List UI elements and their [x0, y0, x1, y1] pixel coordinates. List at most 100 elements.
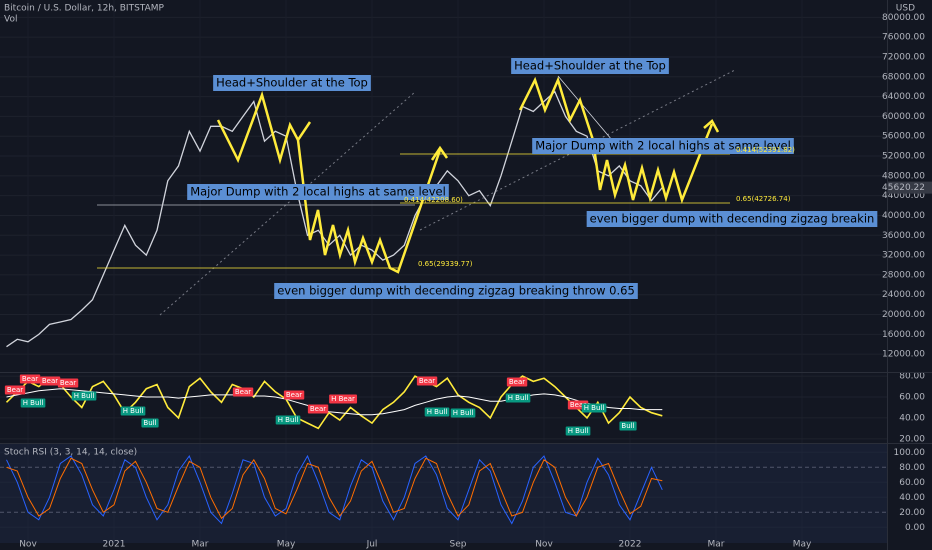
annotation-box: [187, 184, 449, 200]
signal-box: [275, 415, 301, 425]
signal-label: Bear: [7, 386, 23, 394]
annotation-box: [586, 211, 878, 227]
signal-box: [120, 406, 146, 416]
x-tick-label: Mar: [708, 540, 725, 550]
annotation-box: [274, 283, 638, 299]
series-line: [6, 454, 663, 525]
signal-label: Bull: [621, 422, 634, 430]
arrow-head: [430, 145, 449, 161]
annotation-box: [213, 75, 371, 91]
signal-box: [141, 418, 159, 428]
signal-label: H Bull: [123, 407, 144, 415]
y-tick-label: 40000.00: [882, 211, 925, 221]
annotation-box: [511, 58, 669, 74]
neck-line: [557, 75, 613, 141]
chart-title: Bitcoin / U.S. Dollar, 12h, BITSTAMP: [4, 4, 165, 14]
signal-box: [450, 408, 476, 418]
signal-label: Bull: [143, 419, 156, 427]
signal-box: [505, 393, 531, 403]
fib-label: 0.65(29339.77): [418, 260, 473, 268]
y-unit: USD: [896, 4, 915, 14]
y-tick-label: 60000.00: [882, 112, 925, 122]
arrow-head: [703, 119, 720, 133]
fib-label: 0.65(42726.74): [736, 195, 791, 203]
signal-label: Bear: [286, 391, 302, 399]
x-tick-label: May: [793, 540, 812, 550]
x-tick-label: 2021: [103, 540, 126, 550]
signal-box: [581, 403, 607, 413]
annotation: even bigger dump with decending zigzag b…: [590, 212, 875, 226]
x-tick-label: Nov: [535, 540, 553, 550]
signal-label: Bear: [419, 377, 435, 385]
signal-label: Bear: [22, 375, 38, 383]
signal-box: [506, 377, 528, 387]
signal-label: Bear: [235, 388, 251, 396]
y-tick-label: 24000.00: [882, 290, 925, 300]
signal-label: H Bull: [453, 409, 474, 417]
y-tick-label: 80000.00: [882, 13, 925, 23]
signal-label: H Bull: [427, 408, 448, 416]
signal-box: [4, 385, 26, 395]
signal-box: [424, 407, 450, 417]
series-line: [6, 457, 663, 520]
y-tick-label: 68000.00: [882, 72, 925, 82]
annotation: Head+Shoulder at the Top: [514, 59, 666, 73]
y-tick-label: 20.00: [899, 508, 925, 518]
signal-label: H Bull: [584, 404, 605, 412]
signal-box: [283, 390, 305, 400]
y-tick-label: 100.00: [894, 448, 926, 458]
y-tick-label: 20.00: [899, 434, 925, 444]
last-price-box: [888, 181, 932, 194]
y-tick-label: 48000.00: [882, 171, 925, 181]
zigzag: [296, 139, 442, 274]
x-tick-label: Jul: [366, 540, 378, 550]
x-tick-label: 2022: [619, 540, 642, 550]
y-tick-label: 40.00: [899, 493, 925, 503]
signal-box: [57, 378, 79, 388]
zigzag: [518, 76, 714, 204]
y-tick-label: 16000.00: [882, 330, 925, 340]
series-line: [5, 375, 663, 430]
signal-label: H Bull: [278, 416, 299, 424]
y-tick-label: 40.00: [899, 413, 925, 423]
annotation: Major Dump with 2 local highs at same le…: [535, 139, 791, 153]
signal-box: [19, 374, 41, 384]
y-tick-label: 20000.00: [882, 310, 925, 320]
chart-title: Stoch RSI (3, 3, 14, 14, close): [4, 448, 137, 458]
signal-label: Bear: [42, 377, 58, 385]
chart-subtitle: Vol: [4, 15, 17, 25]
annotation-box: [532, 138, 794, 154]
y-tick-label: 60.00: [899, 478, 925, 488]
signal-box: [565, 426, 591, 436]
y-tick-label: 56000.00: [882, 132, 925, 142]
signal-box: [39, 376, 61, 386]
fib-label: 0.414(52391.82): [736, 146, 795, 154]
last-price: 45620.22: [882, 183, 925, 193]
series-line: [6, 388, 663, 416]
signal-label: Bear: [310, 405, 326, 413]
y-tick-label: 0.00: [905, 523, 925, 533]
signal-box: [307, 404, 329, 414]
y-tick-label: 80.00: [899, 372, 925, 382]
labels: 80000.00 76000.00 72000.00 68000.00 64000.00…: [4, 4, 932, 550]
signal-box: [71, 391, 97, 401]
x-tick-label: Sep: [450, 540, 467, 550]
signal-label: Bear: [60, 379, 76, 387]
signal-label: H Bear: [331, 395, 355, 403]
x-tick-label: Nov: [19, 540, 37, 550]
y-tick-label: 12000.00: [882, 350, 925, 360]
signal-box: [329, 394, 358, 404]
y-tick-label: 32000.00: [882, 251, 925, 261]
y-tick-label: 64000.00: [882, 92, 925, 102]
signal-box: [20, 398, 46, 408]
signal-box: [416, 376, 438, 386]
trend-line: [159, 91, 416, 316]
y-tick-label: 80.00: [899, 463, 925, 473]
x-tick-label: Mar: [192, 540, 209, 550]
y-tick-label: 28000.00: [882, 270, 925, 280]
signal-label: H Bull: [74, 392, 95, 400]
annotation: even bigger dump with decending zigzag b…: [277, 284, 635, 298]
y-tick-label: 72000.00: [882, 52, 925, 62]
signal-label: H Bull: [568, 427, 589, 435]
